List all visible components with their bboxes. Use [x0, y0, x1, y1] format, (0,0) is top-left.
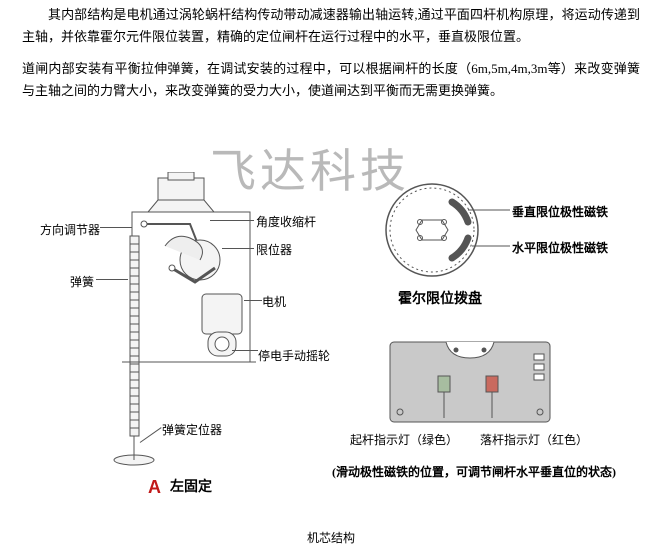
paragraph-2: 道闸内部安装有平衡拉伸弹簧，在调试安装的过程中，可以根据闸杆的长度（6m,5m,…: [0, 48, 662, 102]
label-up-led: 起杆指示灯（绿色）: [350, 430, 458, 450]
figure-caption: 机芯结构: [0, 528, 662, 548]
label-vertical-magnet: 垂直限位极性磁铁: [512, 202, 608, 222]
label-angle-rod: 角度收缩杆: [256, 212, 316, 232]
label-down-led: 落杆指示灯（红色）: [480, 430, 588, 450]
label-a-letter: A: [148, 472, 161, 503]
label-panel-note: (滑动极性磁铁的位置，可调节闸杆水平垂直位的状态): [332, 462, 616, 482]
label-direction-adjuster: 方向调节器: [40, 220, 100, 240]
label-motor: 电机: [262, 292, 286, 312]
label-limiter: 限位器: [256, 240, 292, 260]
label-hall-dial: 霍尔限位拨盘: [398, 288, 482, 312]
mechanism-diagram: 方向调节器 弹簧 角度收缩杆 限位器 电机 停电手动摇轮 弹簧定位器 A 左固定…: [40, 172, 630, 532]
label-horizontal-magnet: 水平限位极性磁铁: [512, 238, 608, 258]
label-a-fixed: 左固定: [170, 476, 212, 500]
indicator-panel-drawing: [360, 332, 580, 472]
label-spring-locator: 弹簧定位器: [162, 420, 222, 440]
label-spring: 弹簧: [70, 272, 94, 292]
label-manual-wheel: 停电手动摇轮: [258, 346, 330, 366]
paragraph-1: 其内部结构是电机通过涡轮蜗杆结构传动带动减速器输出轴运转,通过平面四杆机构原理，…: [0, 0, 662, 48]
